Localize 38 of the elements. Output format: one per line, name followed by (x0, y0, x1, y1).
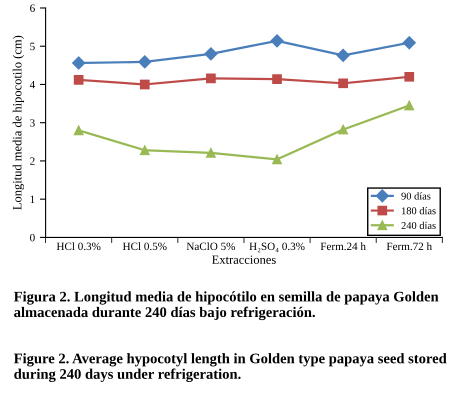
point (338, 78, 348, 88)
point (140, 80, 150, 90)
y-tick-label: 4 (30, 80, 36, 88)
x-tick-label: NaClO 5% (186, 242, 236, 250)
point (272, 74, 282, 84)
point (206, 148, 216, 158)
point (72, 56, 86, 70)
point (204, 47, 218, 60)
y-tick-label: 2 (30, 157, 35, 165)
point (138, 55, 152, 68)
point (272, 154, 282, 164)
text: Figura 2. Longitud media de hipocótilo en semilla de papaya Golden almacenada durante 240 días bajo refrigeración. (14, 291, 438, 320)
legend-label: 240 días (402, 222, 436, 230)
y-tick-label: 5 (30, 42, 35, 50)
y-tick-label: 3 (30, 119, 35, 127)
legend-label: 180 días (402, 206, 436, 214)
x-tick-label: Ferm.24 h (320, 242, 366, 250)
point (404, 100, 414, 110)
caption: Figure 2. Average hypocotyl length in Golden type papaya seed stored during 240 days under refrigeration. (14, 353, 447, 382)
x-tick-label: Ferm.72 h (386, 242, 432, 250)
x-tick-label: HCl 0.3% (56, 242, 101, 250)
point (402, 36, 416, 50)
y-tick-label: 6 (30, 4, 35, 12)
x-tick-label: HCl 0.5% (122, 242, 167, 250)
legend-label: 90 días (401, 192, 430, 200)
y-tick-label: 1 (30, 196, 35, 204)
point (270, 34, 284, 48)
y-axis-title: Longitud media de hipocotilo (cm) (12, 36, 24, 210)
y-tick-label: 0 (30, 234, 35, 242)
x-axis-title: Extracciones (212, 256, 276, 264)
point (404, 72, 414, 82)
x-tick-label: H₂SO₄ 0.3% (249, 242, 305, 252)
point (140, 145, 150, 156)
point (74, 125, 84, 136)
point (74, 75, 84, 85)
point (206, 73, 216, 84)
point (336, 48, 350, 62)
point (338, 124, 348, 134)
